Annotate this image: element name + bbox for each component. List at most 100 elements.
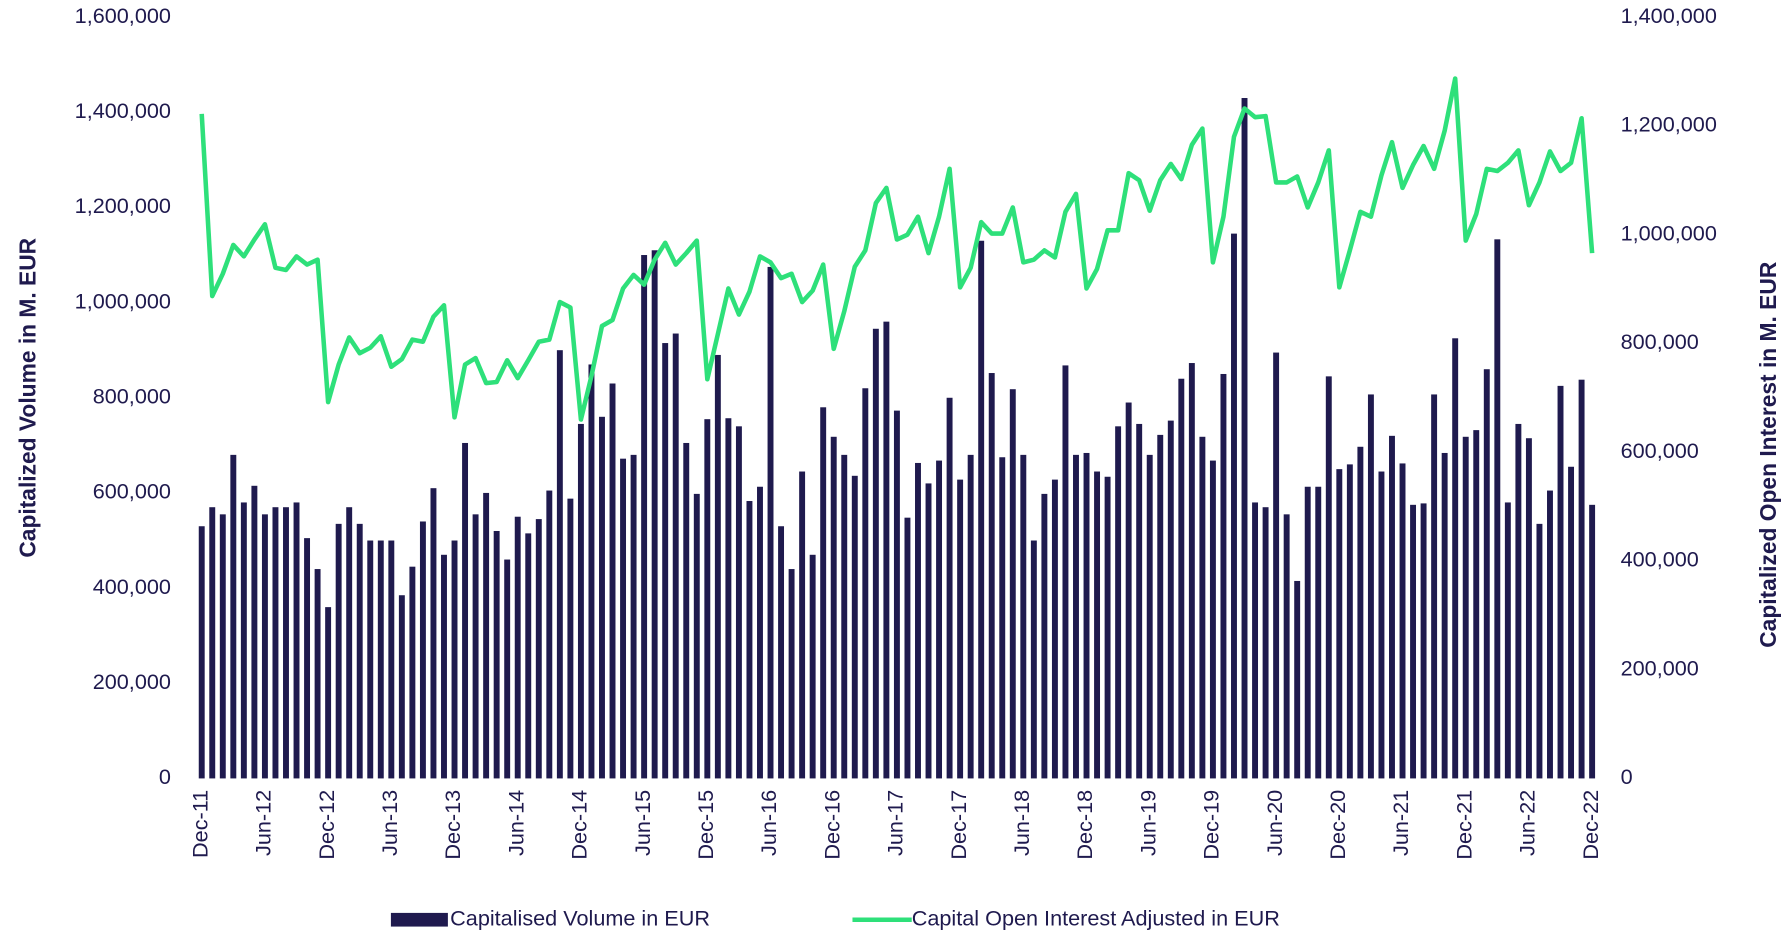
bar — [325, 607, 332, 779]
bar — [1431, 394, 1438, 779]
bar — [957, 479, 964, 779]
bar — [851, 475, 858, 779]
bar — [1410, 504, 1417, 779]
bar — [1252, 502, 1259, 779]
bar — [999, 457, 1006, 779]
bar — [283, 507, 289, 779]
y-tick-label: 1,400,000 — [75, 98, 171, 123]
bar — [504, 559, 511, 779]
bar — [767, 266, 774, 779]
bar — [672, 333, 679, 779]
bar — [567, 498, 574, 779]
bar — [1220, 373, 1227, 779]
bar — [725, 418, 732, 779]
bar — [1494, 239, 1501, 779]
x-tick-label: Jun-19 — [1135, 790, 1160, 856]
bar — [1420, 503, 1427, 779]
y-tick-label: 1,600,000 — [75, 3, 171, 28]
bar — [651, 250, 658, 779]
bar — [988, 373, 995, 779]
bar — [883, 321, 890, 779]
y-tick-label: 600,000 — [93, 479, 171, 504]
bar — [1262, 507, 1269, 779]
bar — [830, 436, 837, 779]
bar — [915, 462, 921, 779]
bar — [1136, 423, 1143, 779]
bar — [1346, 464, 1353, 779]
x-tick-label: Dec-15 — [693, 790, 718, 860]
bar — [1020, 454, 1027, 779]
bar — [525, 533, 532, 779]
x-tick-label: Dec-12 — [314, 790, 339, 860]
bar — [862, 388, 869, 779]
bar — [1178, 378, 1185, 779]
bar — [430, 488, 437, 779]
x-tick-label: Jun-16 — [756, 790, 781, 856]
bar — [462, 442, 469, 779]
y2-tick-label: 600,000 — [1621, 438, 1699, 463]
bar — [1547, 490, 1553, 779]
bar — [1209, 460, 1216, 779]
y2-tick-label: 0 — [1621, 764, 1633, 789]
bar — [630, 454, 637, 779]
bar — [272, 507, 279, 779]
bar — [1009, 389, 1016, 779]
x-tick-label: Dec-20 — [1325, 790, 1350, 860]
bar — [1241, 98, 1248, 779]
bar — [1325, 376, 1332, 779]
y2-tick-label: 800,000 — [1621, 329, 1699, 354]
bar — [1062, 365, 1069, 779]
bar — [936, 460, 943, 779]
y2-tick-label: 1,400,000 — [1621, 3, 1717, 28]
bar — [620, 458, 627, 779]
bar — [609, 383, 616, 779]
bar — [441, 554, 447, 779]
bar — [388, 540, 395, 779]
bar — [1557, 385, 1564, 779]
bar — [546, 490, 553, 779]
bar — [356, 523, 363, 779]
bar — [1389, 435, 1395, 779]
bar — [1273, 352, 1280, 779]
x-tick-label: Dec-19 — [1199, 790, 1224, 860]
y2-axis-title: Capitalized Open Interest in M. EUR — [1755, 262, 1781, 648]
bar — [1294, 580, 1301, 779]
bar — [1367, 394, 1374, 779]
bar — [872, 328, 879, 779]
bar — [693, 493, 700, 779]
y2-tick-label: 1,000,000 — [1621, 220, 1717, 245]
bar — [978, 240, 985, 779]
bar — [1399, 463, 1406, 779]
bar — [346, 507, 353, 779]
bar — [251, 485, 258, 779]
bar — [809, 554, 816, 779]
bar — [493, 530, 500, 779]
bar — [314, 569, 321, 779]
bar — [219, 514, 226, 779]
bar — [788, 569, 795, 779]
x-tick-label: Jun-22 — [1515, 790, 1540, 856]
y-tick-label: 1,200,000 — [75, 193, 171, 218]
x-tick-label: Dec-22 — [1578, 790, 1603, 860]
x-tick-label: Jun-12 — [251, 790, 276, 856]
bar — [1336, 469, 1343, 779]
bar — [683, 442, 690, 779]
bar — [1315, 486, 1322, 779]
y-tick-label: 0 — [159, 764, 171, 789]
bar — [778, 526, 785, 779]
bar — [1157, 434, 1164, 779]
bar — [1030, 540, 1037, 779]
bar — [209, 507, 216, 779]
bar — [261, 514, 268, 779]
bar — [335, 523, 342, 779]
bar — [556, 350, 563, 779]
bar — [1304, 486, 1311, 779]
bar — [1578, 379, 1585, 779]
bar — [1441, 452, 1448, 779]
bar — [198, 526, 205, 779]
line — [199, 76, 1595, 422]
bar — [367, 540, 374, 779]
bar — [1094, 471, 1101, 779]
x-tick-label: Jun-21 — [1388, 790, 1413, 856]
